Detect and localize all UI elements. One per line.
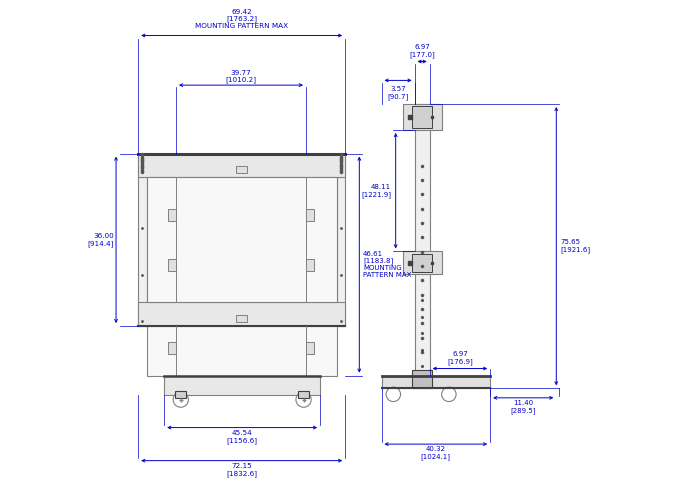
Bar (298, 391, 309, 398)
Bar (164, 375, 320, 394)
Text: 45.54
[1156.6]: 45.54 [1156.6] (226, 430, 258, 444)
Bar (167, 209, 176, 221)
Text: 6.97
[176.9]: 6.97 [176.9] (447, 351, 473, 365)
Bar (414, 104, 430, 375)
Bar (403, 104, 441, 130)
Bar (306, 342, 315, 354)
Bar (306, 209, 315, 221)
Bar (138, 154, 345, 177)
Bar (403, 252, 441, 274)
Bar (236, 315, 247, 322)
Text: 36.00
[914.4]: 36.00 [914.4] (87, 233, 114, 247)
Text: 6.97
[177.0]: 6.97 [177.0] (410, 44, 435, 58)
Text: 48.11
[1221.9]: 48.11 [1221.9] (361, 184, 391, 198)
Bar (412, 370, 432, 388)
Bar (138, 302, 345, 326)
Bar (412, 254, 432, 272)
Text: 40.32
[1024.1]: 40.32 [1024.1] (421, 446, 451, 460)
Bar (412, 107, 432, 128)
Text: 75.65
[1921.6]: 75.65 [1921.6] (560, 240, 590, 253)
Text: 72.15
[1832.6]: 72.15 [1832.6] (226, 463, 257, 477)
Bar (167, 259, 176, 271)
Text: 3.57
[90.7]: 3.57 [90.7] (387, 86, 409, 100)
Bar (175, 391, 186, 398)
Bar (306, 259, 315, 271)
Bar (337, 177, 345, 326)
Text: 69.42
[1763.2]
MOUNTING PATTERN MAX: 69.42 [1763.2] MOUNTING PATTERN MAX (195, 9, 288, 29)
Text: 46.61
[1183.8]
MOUNTING
PATTERN MAX: 46.61 [1183.8] MOUNTING PATTERN MAX (363, 251, 412, 279)
Bar (167, 342, 176, 354)
Bar (382, 375, 490, 388)
Bar (337, 154, 345, 177)
Text: 39.77
[1010.2]: 39.77 [1010.2] (226, 70, 256, 83)
Text: 11.40
[289.5]: 11.40 [289.5] (511, 400, 536, 414)
Bar (236, 166, 247, 174)
Bar (146, 177, 337, 302)
Bar (138, 154, 146, 177)
Bar (138, 177, 146, 326)
Bar (146, 326, 337, 375)
